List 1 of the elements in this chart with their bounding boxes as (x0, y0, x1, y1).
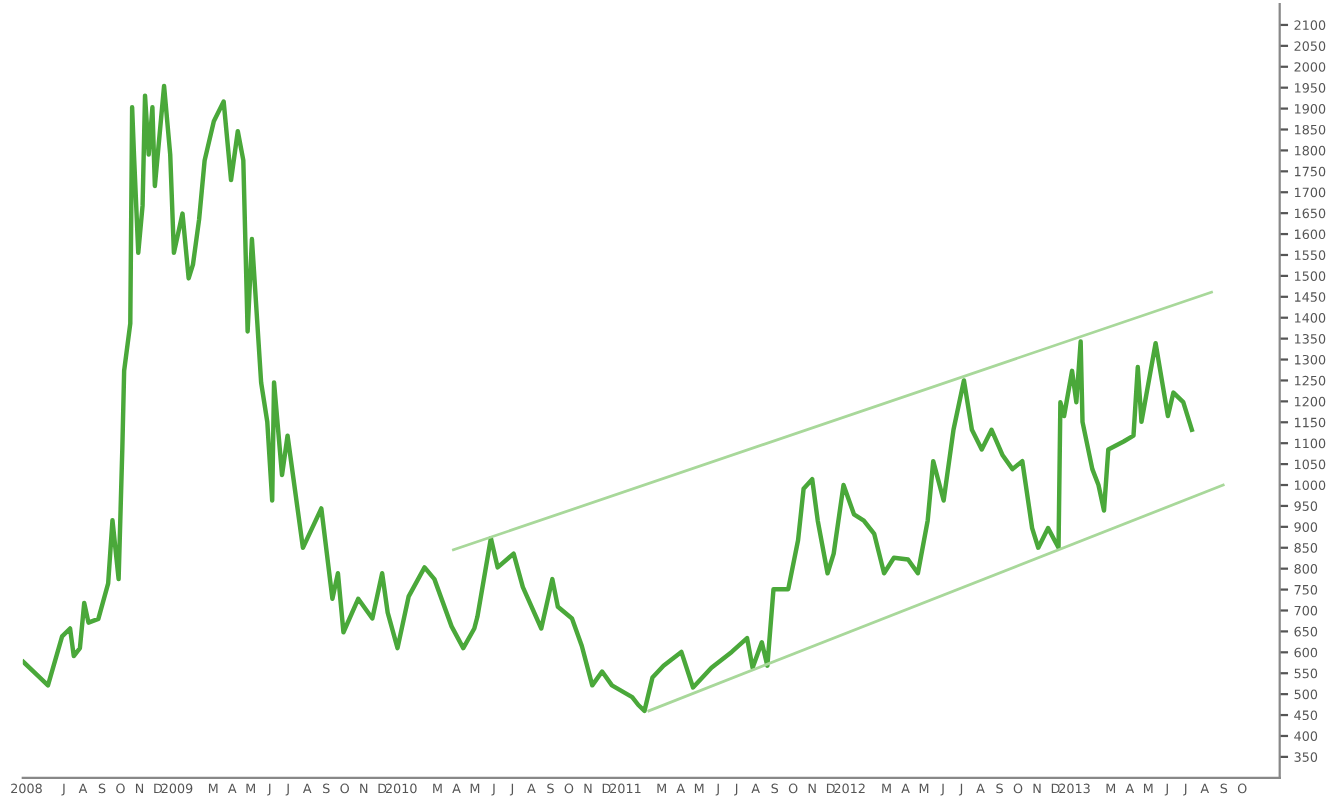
line-series (22, 83, 1195, 714)
